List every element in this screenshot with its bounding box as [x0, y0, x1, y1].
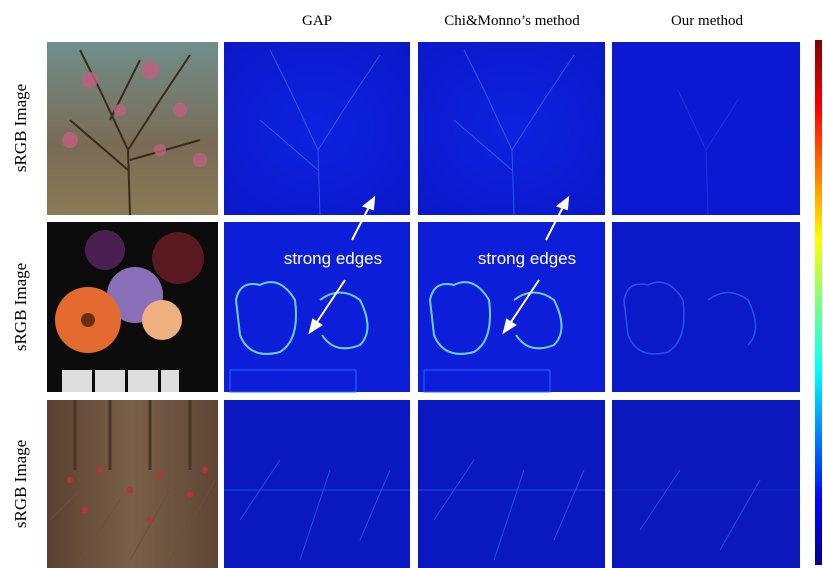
row-label: sRGB Image — [11, 84, 30, 172]
column-headers: GAP Chi&Monno’s method Our method — [302, 13, 744, 29]
row-labels: sRGB Image sRGB Image sRGB Image — [11, 84, 30, 528]
annotation: strong edges — [478, 249, 576, 268]
row-label: sRGB Image — [11, 440, 30, 528]
photo-flowers — [47, 222, 218, 392]
figure: GAP Chi&Monno’s method Our method sRGB I… — [0, 0, 823, 568]
column-header: Chi&Monno’s method — [444, 13, 580, 29]
photo-brick — [47, 400, 218, 568]
row-label: sRGB Image — [11, 263, 30, 351]
annotation: strong edges — [284, 249, 382, 268]
column-header: GAP — [302, 13, 332, 29]
column-header: Our method — [671, 13, 744, 29]
error-maps — [224, 42, 800, 568]
photo-tree — [47, 42, 218, 215]
colorbar — [815, 40, 822, 565]
